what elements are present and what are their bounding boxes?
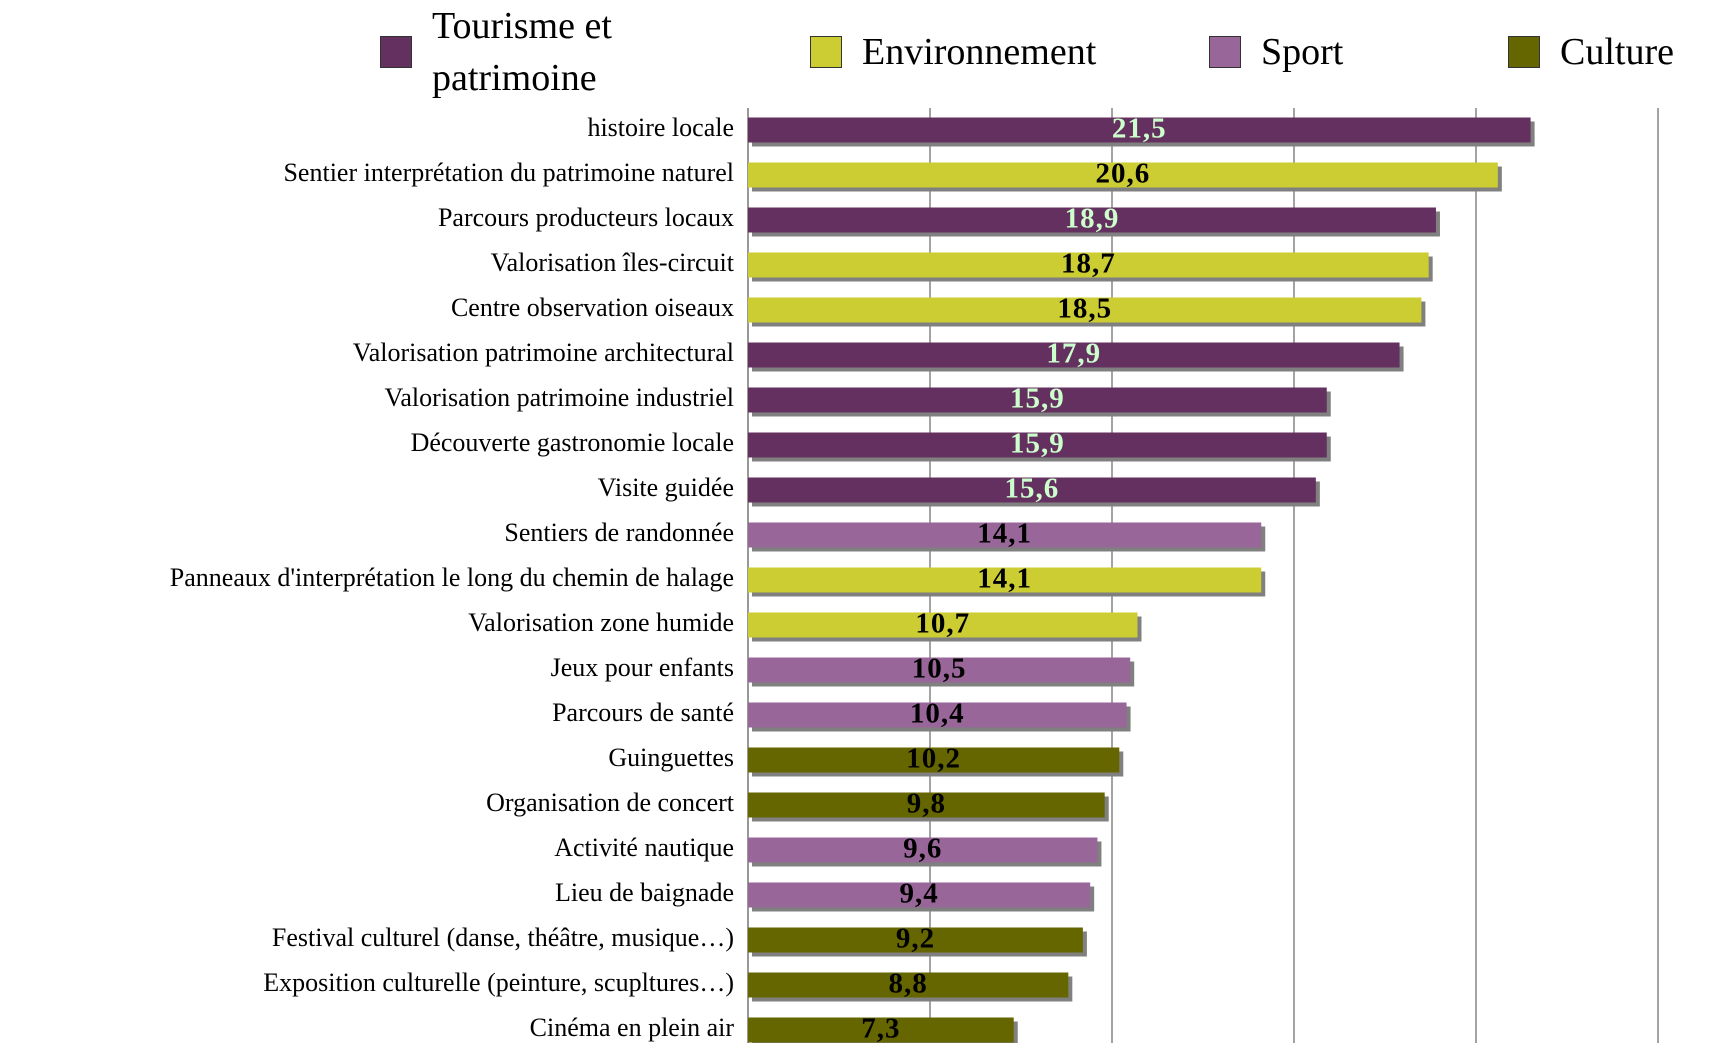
category-label: Guinguettes (608, 743, 734, 772)
value-label: 9,4 (899, 878, 938, 910)
bar (748, 792, 1105, 818)
value-label: 15,9 (1010, 428, 1065, 460)
bar (748, 567, 1262, 593)
value-label: 8,8 (889, 968, 928, 1000)
bar (748, 432, 1327, 458)
value-label: 21,5 (1112, 113, 1167, 145)
value-label: 18,7 (1061, 248, 1116, 280)
category-label: Valorisation zone humide (468, 608, 734, 637)
category-label: Valorisation patrimoine architectural (353, 338, 734, 367)
bar (748, 747, 1120, 773)
value-label: 15,9 (1010, 383, 1065, 415)
value-label: 10,4 (910, 698, 965, 730)
bar (748, 612, 1138, 638)
legend-item: Sport (1209, 26, 1343, 78)
bar (748, 117, 1531, 143)
legend-swatch (810, 36, 842, 68)
legend-label: Culture (1560, 31, 1674, 73)
bar (748, 702, 1127, 728)
value-label: 14,1 (977, 518, 1032, 550)
category-label: histoire locale (587, 113, 734, 142)
legend-label: Tourisme et patrimoine (432, 5, 612, 99)
value-label: 10,2 (906, 743, 961, 775)
bar (748, 297, 1422, 323)
bar (748, 657, 1131, 683)
category-label: Exposition culturelle (peinture, scupltu… (263, 968, 734, 997)
legend: Tourisme et patrimoine Environnement Sport… (0, 0, 1719, 100)
category-label: Parcours producteurs locaux (438, 203, 734, 232)
category-label: Centre observation oiseaux (451, 293, 734, 322)
legend-item: Tourisme et patrimoine (380, 0, 662, 104)
value-label: 9,2 (896, 923, 935, 955)
bar (748, 927, 1083, 953)
category-label: Valorisation patrimoine industriel (385, 383, 735, 412)
category-label: Activité nautique (554, 833, 734, 862)
category-label: Découverte gastronomie locale (411, 428, 734, 457)
legend-label: Environnement (862, 31, 1097, 73)
category-label: Jeux pour enfants (551, 653, 734, 682)
category-label: Festival culturel (danse, théâtre, musiq… (272, 923, 734, 952)
value-label: 9,8 (907, 788, 946, 820)
bar (748, 972, 1069, 998)
category-label: Lieu de baignade (555, 878, 734, 907)
bar (748, 522, 1262, 548)
value-label: 14,1 (977, 563, 1032, 595)
category-label: Sentier interprétation du patrimoine nat… (283, 158, 734, 187)
legend-item: Culture (1508, 26, 1674, 78)
value-label: 7,3 (861, 1013, 900, 1043)
bar (748, 342, 1400, 368)
value-label: 20,6 (1096, 158, 1151, 190)
legend-swatch (1209, 36, 1241, 68)
value-label: 17,9 (1046, 338, 1101, 370)
category-label: Visite guidée (598, 473, 734, 502)
category-label: Valorisation îles-circuit (491, 248, 735, 277)
value-label: 10,7 (915, 608, 970, 640)
category-label: Parcours de santé (552, 698, 734, 727)
category-label: Sentiers de randonnée (504, 518, 734, 547)
value-label: 15,6 (1005, 473, 1060, 505)
value-label: 9,6 (903, 833, 942, 865)
legend-swatch (1508, 36, 1540, 68)
value-label: 18,5 (1057, 293, 1112, 325)
bar (748, 207, 1436, 233)
bar (748, 387, 1327, 413)
legend-label: Sport (1261, 31, 1344, 73)
value-label: 10,5 (912, 653, 967, 685)
bar (748, 162, 1498, 188)
category-label: Cinéma en plein air (530, 1013, 735, 1042)
category-label: Panneaux d'interprétation le long du che… (170, 563, 734, 592)
bar (748, 477, 1316, 503)
bar (748, 837, 1098, 863)
legend-swatch (380, 36, 412, 68)
category-label: Organisation de concert (486, 788, 735, 817)
bar (748, 252, 1429, 278)
bar (748, 1017, 1014, 1043)
legend-item: Environnement (810, 26, 1096, 78)
bar (748, 882, 1091, 908)
value-label: 18,9 (1065, 203, 1120, 235)
